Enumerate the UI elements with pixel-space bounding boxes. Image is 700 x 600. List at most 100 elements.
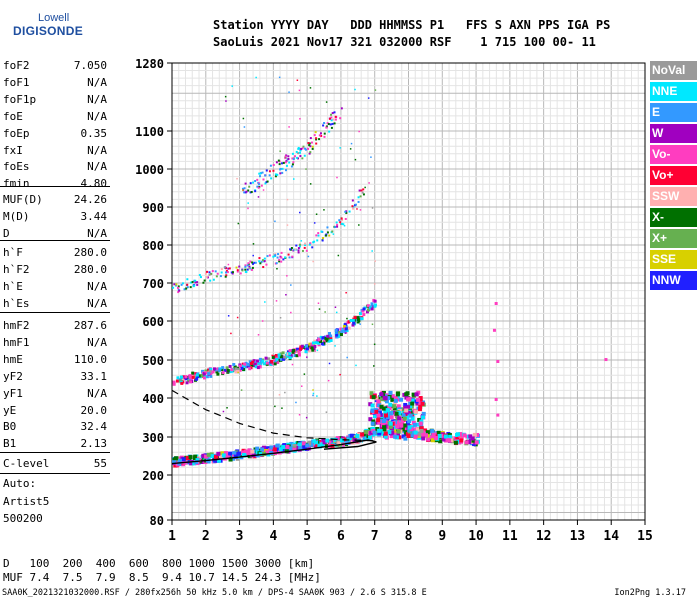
echo-point — [368, 435, 373, 440]
echo-point — [196, 283, 199, 286]
echo-point — [279, 317, 282, 319]
echo-point — [444, 438, 449, 443]
echo-point — [371, 395, 376, 400]
echo-point — [319, 132, 322, 135]
echo-point — [338, 332, 342, 336]
echo-point — [222, 410, 225, 413]
echo-point — [299, 211, 301, 214]
echo-point — [220, 368, 224, 372]
echo-point — [259, 172, 262, 175]
distance-values: 100 200 400 600 800 1000 1500 3000 [km] — [29, 557, 315, 570]
echo-point — [362, 307, 366, 311]
echo-point — [313, 344, 317, 348]
y-tick-label: 1280 — [135, 57, 164, 71]
echo-point — [284, 156, 287, 159]
echo-point — [326, 226, 329, 229]
y-tick-label: 80 — [150, 514, 164, 528]
param-value: N/A — [87, 386, 107, 400]
echo-point — [225, 366, 229, 370]
echo-point — [189, 461, 194, 466]
echo-point — [415, 427, 420, 432]
echo-point — [190, 281, 193, 284]
echo-point — [309, 442, 314, 447]
echo-point — [340, 438, 345, 443]
echo-point — [306, 356, 308, 358]
echo-point — [397, 410, 402, 415]
echo-point — [337, 330, 341, 334]
echo-point — [221, 453, 226, 458]
echo-point — [190, 378, 194, 382]
echo-point — [284, 161, 287, 164]
echo-point — [405, 431, 410, 436]
echo-point — [241, 452, 246, 457]
echo-point — [410, 401, 415, 406]
echo-point — [225, 100, 227, 102]
echo-point — [174, 284, 177, 287]
echo-point — [455, 432, 460, 437]
echo-point — [264, 182, 267, 185]
echo-point — [303, 242, 306, 245]
echo-point — [300, 344, 304, 348]
param-value: 20.0 — [80, 403, 108, 417]
echo-point — [339, 221, 342, 224]
param-hes: h`Es N/A — [3, 296, 107, 312]
echo-point — [363, 430, 368, 435]
x-tick-label: 10 — [468, 529, 484, 544]
echo-point — [313, 222, 316, 224]
echo-point — [334, 118, 337, 121]
echo-point — [180, 375, 184, 379]
echo-point — [273, 357, 277, 361]
echo-point — [350, 142, 353, 145]
echo-point — [266, 255, 269, 258]
echo-point — [323, 132, 326, 135]
echo-point — [191, 281, 194, 284]
echo-point — [179, 459, 184, 464]
param-label: B0 — [3, 420, 17, 434]
echo-point — [346, 317, 348, 320]
echo-point — [326, 122, 329, 125]
echo-point — [416, 397, 421, 402]
echo-point — [405, 391, 410, 396]
echo-point — [397, 435, 402, 440]
echo-point — [374, 260, 377, 262]
echo-point — [417, 407, 422, 412]
echo-point — [269, 164, 272, 167]
param-value: N/A — [87, 279, 107, 293]
echo-point — [471, 438, 476, 443]
echo-point — [286, 350, 290, 354]
echo-point — [194, 279, 197, 282]
echo-point — [211, 270, 214, 273]
echo-point — [309, 137, 312, 140]
echo-point — [298, 347, 302, 351]
echo-point — [411, 420, 416, 425]
muf-label: MUF — [3, 571, 23, 584]
echo-point — [317, 338, 321, 342]
echo-point — [261, 359, 265, 363]
param-label: h`E — [3, 279, 23, 293]
echo-point — [215, 275, 218, 278]
echo-point — [305, 347, 309, 351]
echo-point — [278, 76, 281, 79]
echo-point — [354, 158, 357, 161]
echo-point — [360, 432, 365, 437]
echo-point — [433, 435, 438, 440]
echo-point — [255, 359, 259, 363]
echo-point — [296, 347, 300, 351]
echo-point — [271, 355, 275, 359]
echo-point — [174, 459, 179, 464]
echo-point — [192, 456, 197, 461]
echo-point — [208, 271, 211, 274]
echo-point — [332, 118, 335, 121]
echo-point — [279, 357, 283, 361]
echo-point — [252, 262, 255, 265]
echo-point — [329, 337, 333, 341]
echo-point — [376, 413, 381, 418]
echo-point — [411, 392, 416, 397]
echo-point — [204, 454, 209, 459]
echo-point — [424, 433, 429, 438]
echo-point — [388, 402, 393, 407]
echo-point — [291, 163, 294, 166]
param-fmin: fmin 4.80 — [3, 176, 107, 192]
legend-item-vo: Vo+ — [650, 166, 697, 185]
echo-point — [330, 126, 333, 129]
